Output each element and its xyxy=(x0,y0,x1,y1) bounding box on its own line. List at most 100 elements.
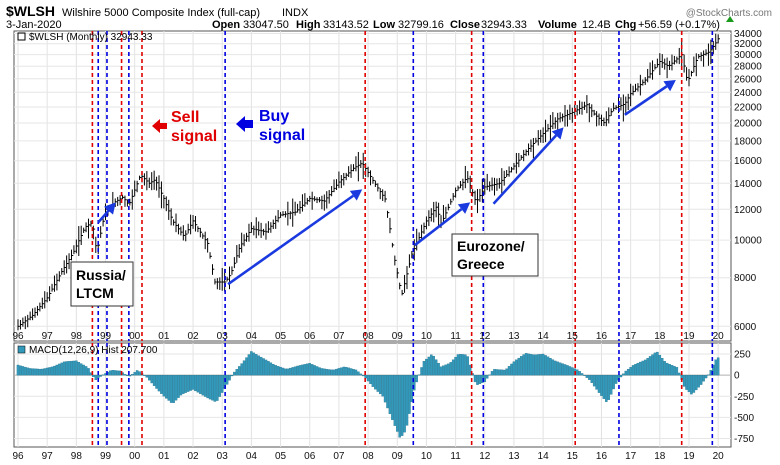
macd-bar xyxy=(101,374,105,376)
macd-bar xyxy=(687,374,691,393)
macd-bar xyxy=(247,354,251,376)
macd-bar xyxy=(534,354,538,376)
macd-bar xyxy=(690,374,693,395)
x-tick-label: 96 xyxy=(12,331,24,342)
macd-bar xyxy=(612,374,615,390)
exchange: INDX xyxy=(282,7,309,19)
macd-bar xyxy=(237,366,241,376)
x-tick-label: 08 xyxy=(363,331,375,342)
macd-bar xyxy=(366,374,370,382)
macd-bar xyxy=(660,358,664,376)
x-tick-label: 03 xyxy=(217,331,229,342)
x-tick-label: 17 xyxy=(625,331,637,342)
macd-bar xyxy=(313,365,316,376)
macd-bar xyxy=(359,373,363,376)
macd-bar xyxy=(636,362,640,376)
macd-bar xyxy=(33,368,37,376)
macd-bar xyxy=(48,367,51,376)
macd-bar xyxy=(369,374,372,385)
y-tick-label: 30000 xyxy=(734,50,762,61)
macd-bar xyxy=(590,374,593,383)
macd-bar xyxy=(148,374,151,381)
macd-bar xyxy=(566,365,569,376)
eurozone-greece-box xyxy=(451,233,539,277)
macd-bar xyxy=(383,374,387,403)
x-tick-label: 00 xyxy=(129,331,141,342)
macd-tick-label: 0 xyxy=(734,371,740,382)
macd-bar xyxy=(378,374,382,395)
macd-bar xyxy=(707,374,710,376)
macd-bar xyxy=(578,371,581,376)
macd-bar xyxy=(466,356,470,376)
macd-bar xyxy=(464,354,467,376)
macd-bar xyxy=(301,364,304,376)
x-tick-label: 17 xyxy=(625,451,637,462)
macd-bar xyxy=(656,351,659,376)
y-tick-label: 20000 xyxy=(734,119,762,130)
macd-bar xyxy=(398,374,401,438)
macd-panel xyxy=(13,342,732,448)
macd-bar xyxy=(609,374,613,395)
macd-bar xyxy=(116,370,119,376)
x-tick-label: 97 xyxy=(42,451,54,462)
macd-bar xyxy=(699,374,703,385)
macd-bar xyxy=(393,374,397,426)
macd-bar xyxy=(417,374,421,376)
macd-bar xyxy=(415,374,418,383)
x-tick-label: 04 xyxy=(246,451,258,462)
y-tick-label: 6000 xyxy=(734,322,757,333)
macd-bar xyxy=(478,374,482,384)
macd-bar xyxy=(403,374,406,433)
macd-bar xyxy=(133,372,136,376)
macd-bar xyxy=(624,370,628,376)
macd-bar xyxy=(678,372,681,376)
macd-bar xyxy=(50,366,54,376)
macd-bar xyxy=(16,364,20,376)
high-label: High xyxy=(296,19,321,31)
macd-bar xyxy=(228,374,231,381)
macd-bar xyxy=(602,374,606,399)
macd-bar xyxy=(716,357,720,376)
y-tick-label: 12000 xyxy=(734,205,762,216)
macd-bar xyxy=(218,374,222,397)
macd-bar xyxy=(371,374,375,387)
x-tick-label: 01 xyxy=(158,331,170,342)
x-tick-label: 13 xyxy=(508,331,520,342)
macd-bar xyxy=(308,363,311,376)
trend-arrow-head xyxy=(551,127,564,140)
macd-bar xyxy=(646,357,649,376)
macd-bar xyxy=(172,374,175,403)
buy-arrow-icon xyxy=(236,116,253,132)
y-tick-label: 28000 xyxy=(734,62,762,73)
macd-bar xyxy=(658,354,662,376)
trend-arrow-head xyxy=(663,80,676,92)
macd-bar xyxy=(439,366,443,376)
y-tick-label: 18000 xyxy=(734,136,762,147)
legend-swatch xyxy=(17,32,26,41)
macd-bar xyxy=(476,374,479,385)
macd-bar xyxy=(235,369,239,376)
macd-bar xyxy=(318,367,321,376)
macd-bar xyxy=(286,368,290,376)
x-tick-label: 06 xyxy=(304,451,316,462)
macd-bar xyxy=(315,366,319,376)
russia-ltcm-box xyxy=(70,261,134,307)
macd-bar xyxy=(182,374,185,394)
macd-bar xyxy=(473,374,477,383)
macd-bar xyxy=(629,367,632,376)
change-label: Chg xyxy=(615,19,636,31)
x-tick-label: 97 xyxy=(42,331,54,342)
macd-bar xyxy=(519,356,523,376)
macd-bar xyxy=(53,365,56,376)
macd-bar xyxy=(449,362,452,376)
macd-bar xyxy=(157,374,161,392)
watermark: @StockCharts.com xyxy=(686,8,772,19)
macd-bar xyxy=(517,357,521,376)
macd-bar xyxy=(99,374,102,377)
macd-bar xyxy=(347,367,350,376)
macd-bar xyxy=(145,374,149,378)
macd-bar xyxy=(269,362,273,376)
trend-arrow-line xyxy=(492,134,558,205)
macd-bar xyxy=(257,355,260,376)
macd-bar xyxy=(386,374,389,409)
